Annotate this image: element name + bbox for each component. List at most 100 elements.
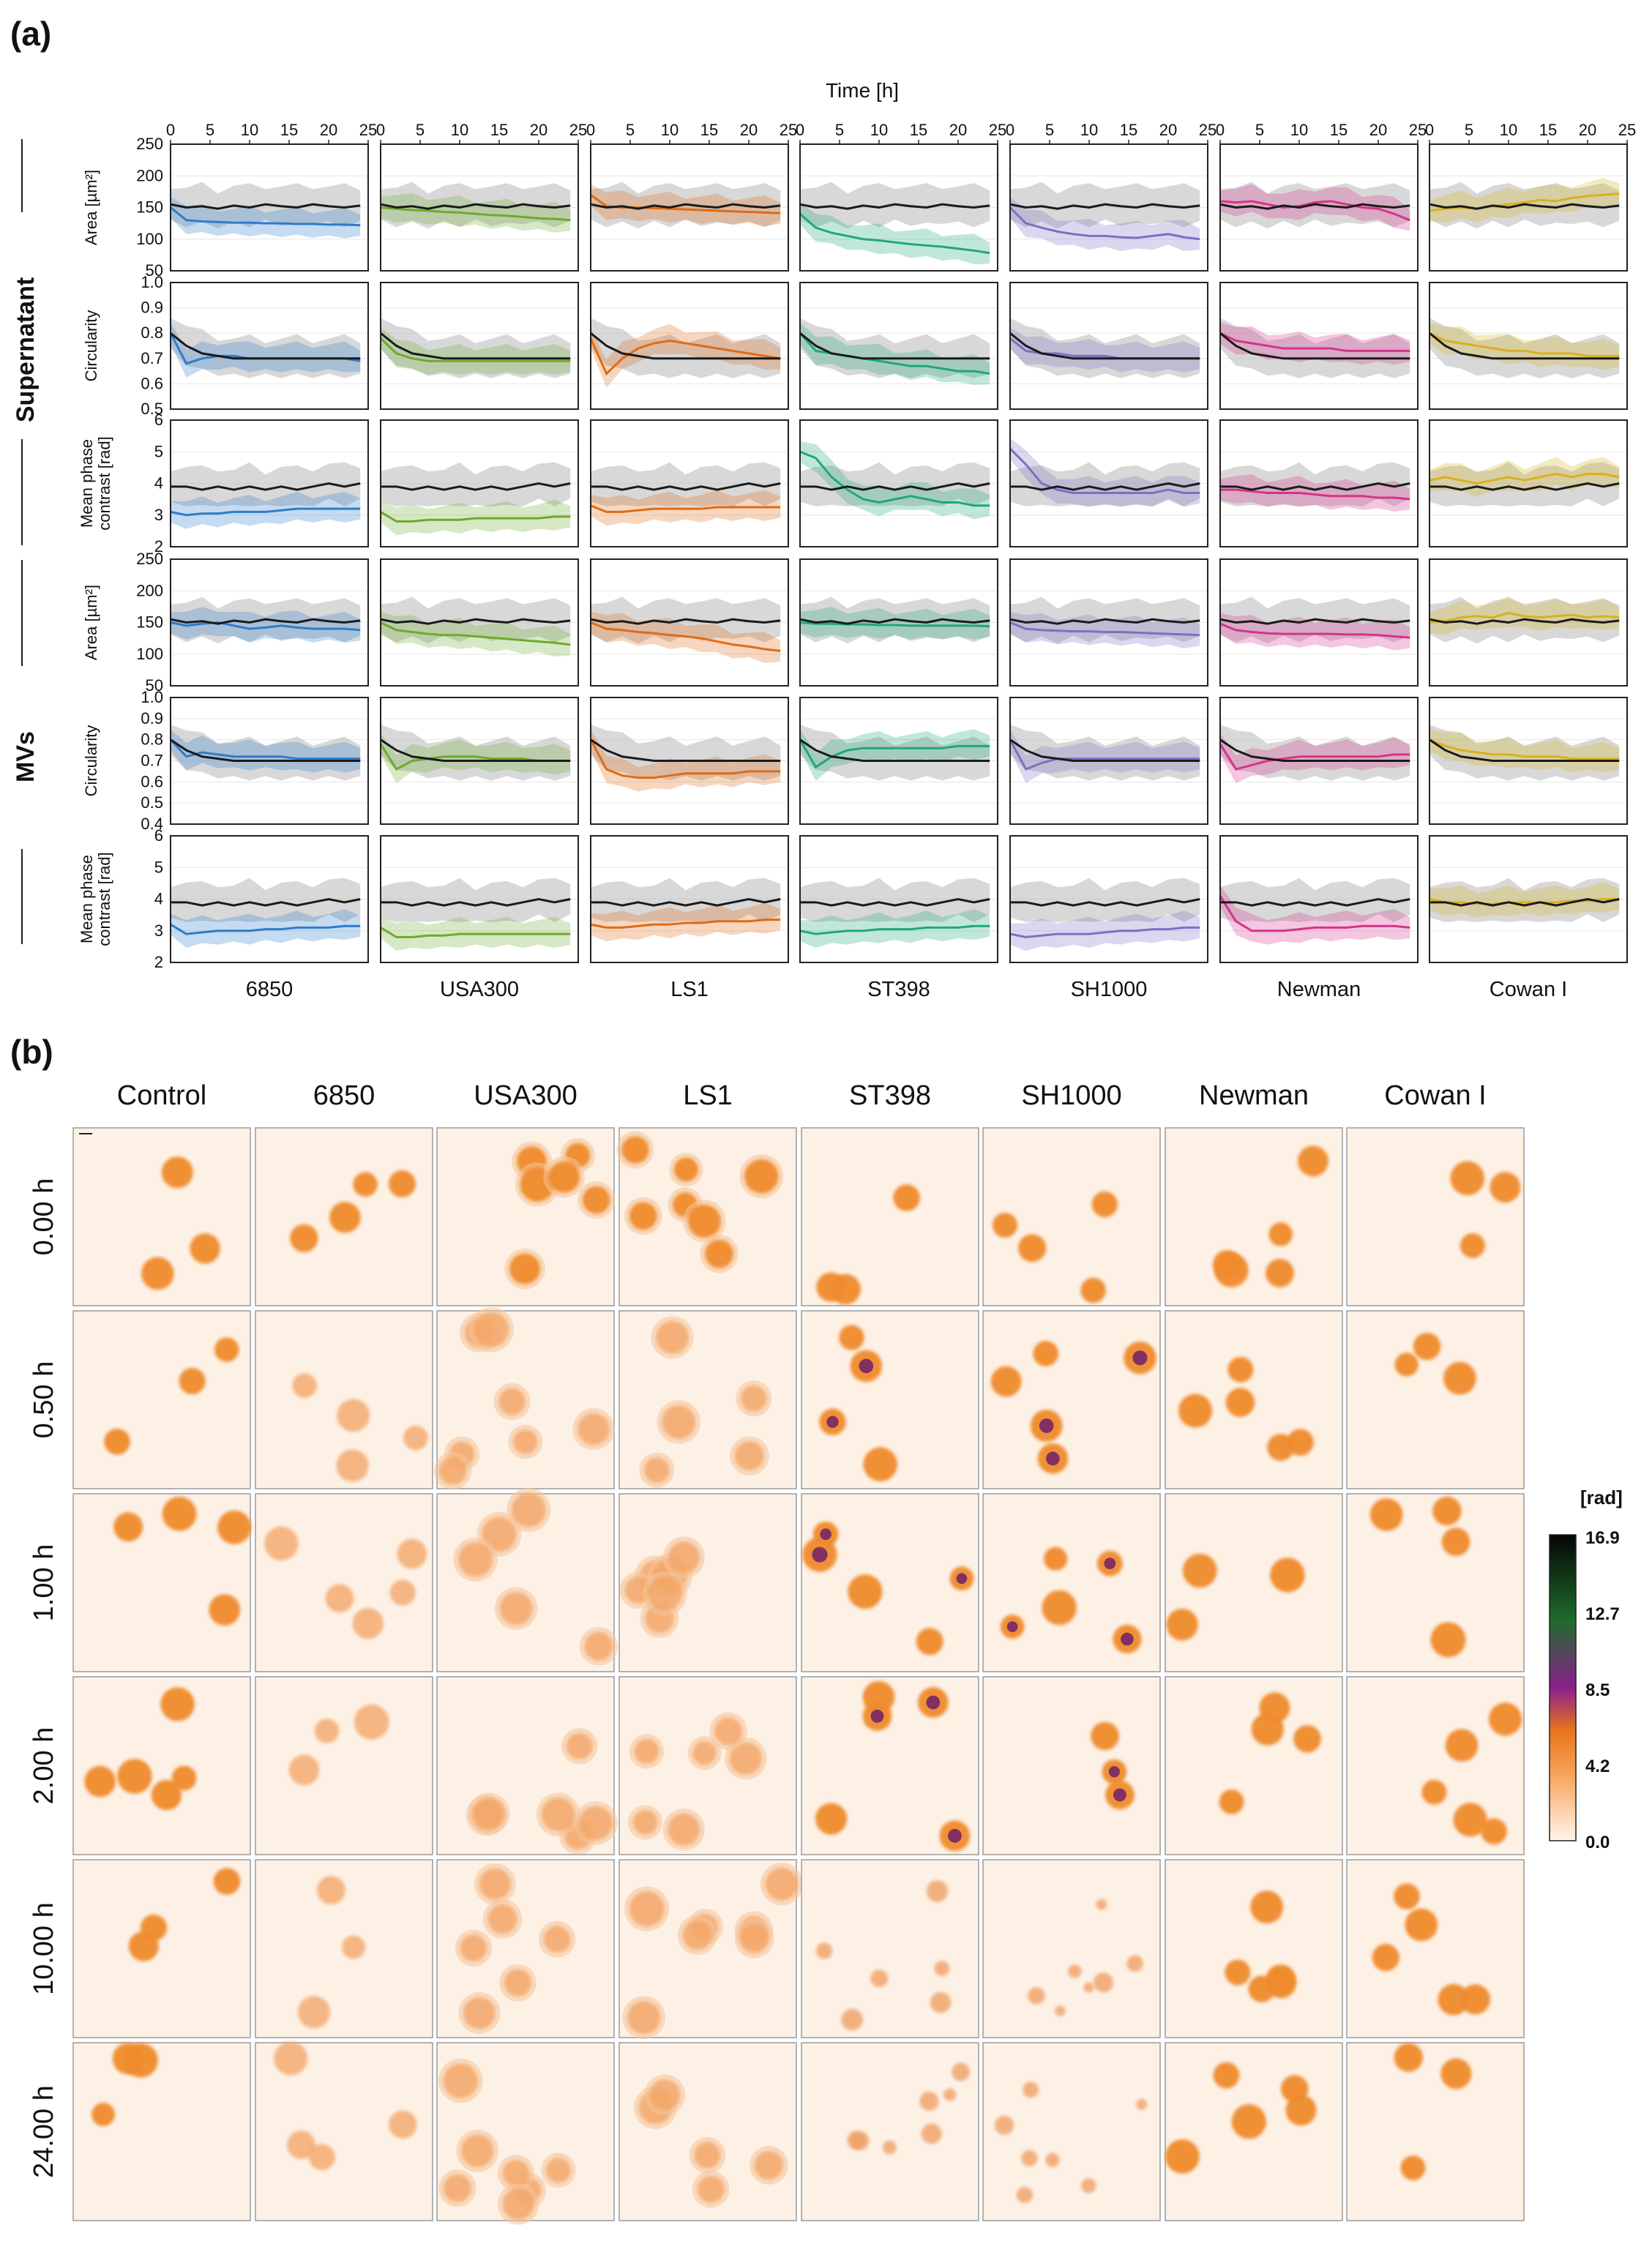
plot-frame bbox=[1219, 697, 1419, 825]
cell-dense-core bbox=[1121, 1632, 1134, 1646]
plot-frame bbox=[1429, 282, 1628, 410]
y-tick-label: 0.7 bbox=[141, 752, 163, 770]
tile-background bbox=[1346, 1859, 1525, 2038]
strain-series-line bbox=[1219, 895, 1410, 932]
cell bbox=[546, 2158, 571, 2183]
cell bbox=[487, 1904, 517, 1934]
control-error-band bbox=[381, 878, 571, 922]
colorbar-tick: 4.2 bbox=[1585, 1757, 1610, 1776]
cell bbox=[995, 2115, 1014, 2135]
subplot-mvs-phase bbox=[380, 835, 579, 963]
cell bbox=[1219, 1789, 1244, 1814]
control-series-line bbox=[1009, 203, 1200, 210]
y-tick-label: 100 bbox=[136, 230, 163, 248]
control-series-line bbox=[799, 332, 990, 360]
cell bbox=[1394, 1883, 1420, 1910]
cell bbox=[1033, 1341, 1059, 1366]
strain-series-line bbox=[380, 927, 571, 938]
cell bbox=[1165, 2139, 1200, 2174]
control-series-line bbox=[381, 897, 571, 907]
cell-dense-core bbox=[948, 1828, 962, 1843]
control-series-line bbox=[1010, 482, 1200, 491]
x-tick-label: 25 bbox=[780, 121, 797, 139]
cell bbox=[1091, 1191, 1118, 1218]
subplot-mvs-area bbox=[170, 558, 369, 687]
x-tick-label: 15 bbox=[700, 121, 718, 139]
strain-error-band bbox=[1010, 611, 1200, 648]
subplot-mvs-phase bbox=[799, 835, 998, 963]
phase-image-tile bbox=[72, 1676, 251, 1855]
cell bbox=[1028, 1986, 1045, 2005]
cell bbox=[84, 1765, 116, 1798]
tile-background bbox=[801, 2042, 979, 2221]
strain-error-band bbox=[1429, 882, 1620, 918]
phase-image-tile bbox=[1346, 1676, 1525, 1855]
y-tick-label: 0.8 bbox=[141, 730, 163, 749]
cell bbox=[502, 2159, 530, 2187]
strain-series-line bbox=[1219, 743, 1410, 771]
control-series-line bbox=[1429, 332, 1620, 360]
y-axis-label: Mean phase bbox=[78, 855, 96, 943]
control-series-line bbox=[170, 738, 361, 762]
plot-frame bbox=[380, 697, 579, 825]
cell bbox=[288, 1754, 320, 1786]
cell bbox=[479, 1868, 511, 1900]
cell bbox=[403, 1425, 428, 1451]
cell bbox=[1016, 2186, 1034, 2204]
cell bbox=[171, 1765, 197, 1791]
phase-image-tile bbox=[433, 1306, 615, 1490]
plot-frame bbox=[1219, 835, 1419, 963]
x-tick-label: 25 bbox=[1618, 121, 1636, 139]
colorbar-tick: 8.5 bbox=[1585, 1680, 1610, 1700]
strain-series-line bbox=[1429, 898, 1620, 905]
cell-dense-core bbox=[1113, 1788, 1126, 1802]
cell bbox=[1225, 1388, 1255, 1418]
strain-series-line bbox=[1009, 926, 1200, 938]
strain-series-line bbox=[590, 919, 781, 929]
cell bbox=[336, 1449, 369, 1482]
plot-frame bbox=[799, 558, 998, 687]
strain-error-band bbox=[1010, 196, 1200, 252]
cell bbox=[674, 1157, 698, 1182]
row-label: 24.00 h bbox=[29, 2085, 59, 2178]
cell bbox=[916, 1628, 943, 1656]
y-tick-label: 0.8 bbox=[141, 323, 163, 342]
plot-frame bbox=[1429, 697, 1628, 825]
y-tick-label: 2 bbox=[154, 953, 163, 971]
plot-frame bbox=[590, 835, 789, 963]
control-series-line bbox=[1009, 332, 1200, 360]
strain-series-line bbox=[799, 450, 990, 507]
strain-series-line bbox=[1219, 622, 1410, 639]
strain-series-line bbox=[379, 337, 571, 362]
plot-frame bbox=[590, 282, 789, 410]
control-error-band bbox=[800, 878, 990, 922]
plot-frame bbox=[799, 143, 998, 272]
y-tick-label: 2 bbox=[154, 537, 163, 556]
cell bbox=[397, 1538, 427, 1569]
panel-b-label: (b) bbox=[10, 1033, 53, 1071]
strain-series-line bbox=[170, 507, 361, 517]
colorbar-unit: [rad] bbox=[1580, 1486, 1623, 1508]
y-axis-label: contrast [rad] bbox=[95, 436, 113, 530]
strain-error-band bbox=[1429, 177, 1620, 223]
strain-series-line bbox=[590, 504, 781, 513]
x-tick-label: 20 bbox=[1159, 121, 1177, 139]
control-error-band bbox=[1429, 462, 1620, 506]
cell bbox=[513, 1429, 538, 1454]
phase-image-tile bbox=[1346, 1859, 1525, 2038]
cell bbox=[1136, 2098, 1148, 2110]
cell bbox=[214, 1337, 239, 1362]
subplot-supernatant-circularity bbox=[1009, 282, 1208, 410]
x-tick-label: 5 bbox=[1045, 121, 1054, 139]
plot-frame bbox=[380, 282, 579, 410]
cell bbox=[1438, 1983, 1470, 2016]
control-error-band bbox=[171, 724, 361, 781]
phase-image-tile bbox=[982, 2042, 1161, 2221]
cell bbox=[1227, 1356, 1254, 1383]
control-series-line bbox=[590, 618, 781, 625]
phase-image-tile bbox=[72, 2042, 251, 2221]
strain-series-line bbox=[589, 738, 781, 779]
cell bbox=[141, 1257, 174, 1290]
top-x-axis: 0 5 10 15 20 25 bbox=[376, 121, 587, 144]
cell bbox=[1045, 2153, 1060, 2167]
